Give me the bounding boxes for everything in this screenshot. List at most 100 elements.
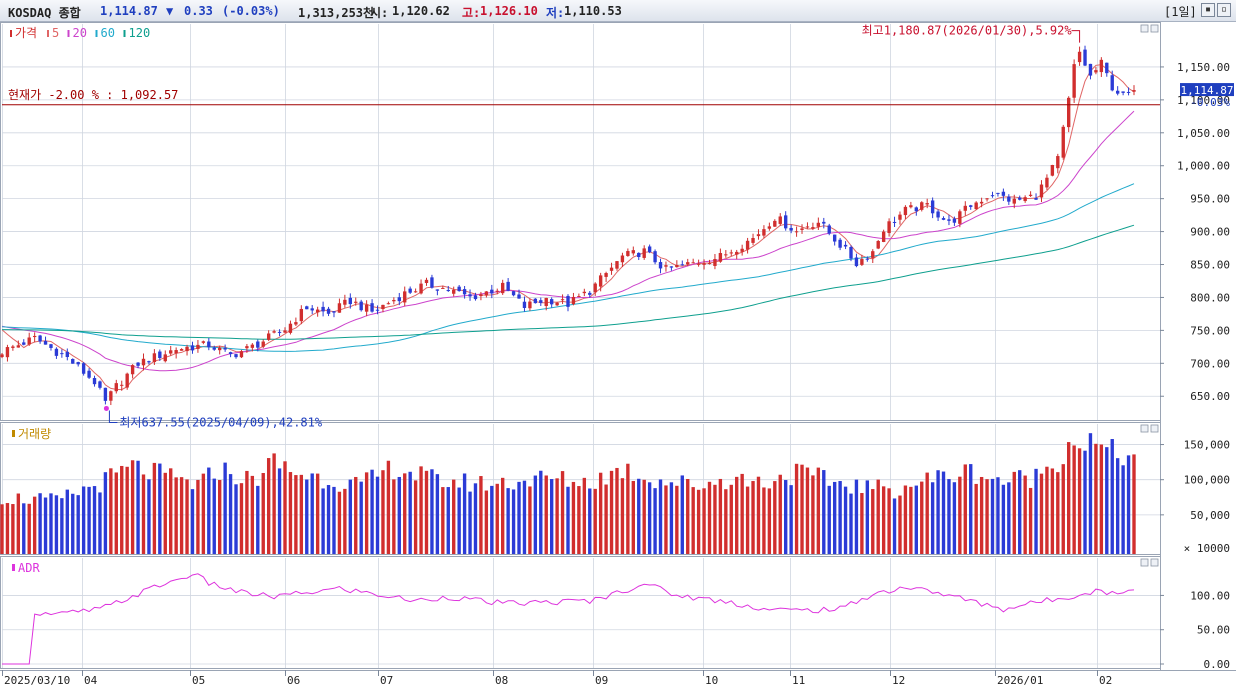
candle-body xyxy=(196,344,200,349)
candles xyxy=(0,45,1136,406)
volume-bar xyxy=(778,474,782,554)
candle-body xyxy=(381,304,385,310)
candle-body xyxy=(501,282,505,294)
candle-body xyxy=(413,291,418,293)
candle-body xyxy=(1001,191,1006,196)
candle-body xyxy=(724,254,728,256)
candle-body xyxy=(239,351,244,358)
volume-bar xyxy=(969,464,973,554)
volume-bar xyxy=(223,462,227,554)
candle-body xyxy=(740,248,744,252)
market-name[interactable]: KOSDAQ 종합 xyxy=(8,6,81,20)
volume-bar xyxy=(337,491,342,554)
volume-bar xyxy=(212,478,216,554)
volume-bar xyxy=(1126,455,1131,554)
legend-swatch-ma5 xyxy=(47,30,49,37)
volume-bar xyxy=(343,488,347,554)
candle-body xyxy=(0,354,4,358)
minimize-button[interactable]: ▪ xyxy=(1201,3,1215,17)
volume-bar xyxy=(174,477,178,554)
candle-body xyxy=(403,291,407,303)
volume-bar xyxy=(996,477,1000,554)
volume-bar xyxy=(315,473,320,554)
volume-bar xyxy=(898,495,902,554)
candle-body xyxy=(588,292,592,295)
candle-body xyxy=(32,335,37,338)
candle-body xyxy=(898,214,902,220)
candle-body xyxy=(179,349,184,351)
volume-bar xyxy=(1034,468,1038,554)
candle-body xyxy=(604,273,608,277)
candle-body xyxy=(212,347,216,350)
price-pane-close-icon xyxy=(1150,24,1159,33)
volume-bar xyxy=(582,477,587,554)
volume-bar xyxy=(43,497,48,554)
volume-pane-max-icon xyxy=(1140,424,1149,433)
candle-body xyxy=(234,354,238,358)
volume-bar xyxy=(207,467,211,554)
x-tick-label: 12 xyxy=(892,674,905,687)
min-marker xyxy=(103,405,109,411)
candle-body xyxy=(158,351,162,358)
candle-body xyxy=(266,333,271,340)
candle-body xyxy=(1056,156,1060,169)
low-label: 저: xyxy=(546,6,565,20)
volume-bar xyxy=(1072,445,1076,554)
volume-bar xyxy=(604,484,608,554)
candle-body xyxy=(1067,97,1071,128)
volume-bar xyxy=(125,466,129,554)
volume-bar xyxy=(261,473,265,554)
volume-bar xyxy=(310,473,314,554)
volume-bar xyxy=(1001,484,1006,554)
candle-body xyxy=(794,231,799,233)
candle-body xyxy=(245,346,249,349)
volume-bar xyxy=(544,475,548,554)
volume-bar xyxy=(974,483,978,554)
candle-body xyxy=(952,218,957,223)
volume-bar xyxy=(620,478,625,554)
volume-bar xyxy=(609,470,614,554)
volume-bar xyxy=(441,487,445,554)
period-selector[interactable]: [1일] xyxy=(1164,5,1197,19)
candle-body xyxy=(773,220,777,227)
candle-body xyxy=(620,255,625,263)
volume-bar xyxy=(1094,443,1098,554)
candle-body xyxy=(691,262,695,264)
candle-body xyxy=(190,345,195,351)
volume-bar xyxy=(1012,471,1016,554)
volume-bar xyxy=(963,464,967,554)
volume-bar xyxy=(332,486,336,554)
candle-body xyxy=(811,227,815,229)
volume-bar xyxy=(642,479,646,554)
candle-body xyxy=(375,309,380,311)
volume-bar xyxy=(359,481,363,554)
volume-bar xyxy=(1083,450,1087,554)
volume-bar xyxy=(745,486,750,554)
candle-body xyxy=(1126,91,1131,93)
volume-bar xyxy=(925,472,929,554)
candle-body xyxy=(1072,64,1076,98)
volume-bar xyxy=(1110,439,1114,554)
candle-body xyxy=(860,259,864,265)
volume-bar xyxy=(985,479,989,554)
volume-bar xyxy=(767,488,772,554)
candle-body xyxy=(27,337,31,345)
candle-body xyxy=(141,358,146,366)
volume-bar xyxy=(936,470,940,554)
volume-bar xyxy=(789,485,793,554)
volume-bar xyxy=(794,463,799,554)
volume-bar xyxy=(60,498,64,554)
maximize-button[interactable]: ▫ xyxy=(1217,3,1231,17)
candle-body xyxy=(441,287,445,289)
stock-chart[interactable]: 2025/03/10 04 05 06 07 08 09 10 11 12 2026/01 02 65… xyxy=(0,22,1236,688)
current-price: 1,114.87 xyxy=(100,4,158,18)
volume-bar xyxy=(533,475,538,554)
volume-bar xyxy=(397,476,401,554)
candle-body xyxy=(745,240,750,250)
candle-body xyxy=(386,303,391,305)
candle-body xyxy=(843,244,848,247)
volume-bar xyxy=(321,488,325,554)
candle-body xyxy=(615,261,619,269)
reference-price-label: 현재가 -2.00 % : 1,092.57 xyxy=(8,88,178,102)
adr-pane-max-icon xyxy=(1140,558,1149,567)
